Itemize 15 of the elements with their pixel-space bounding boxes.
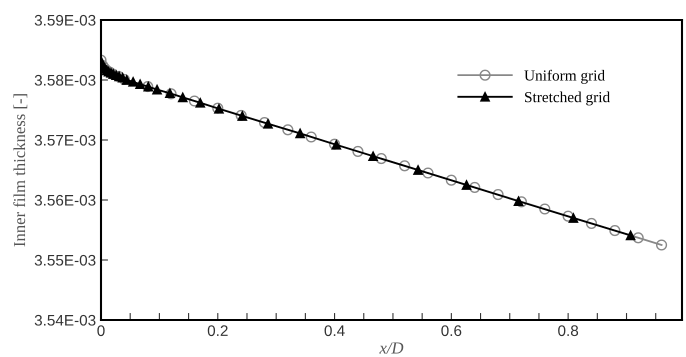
legend-label: Uniform grid — [524, 70, 605, 84]
x-tick-label: 0 — [97, 325, 105, 336]
y-tick-label: 3.57E-03 — [34, 134, 96, 146]
y-axis-title: Inner film thickness [-] — [13, 94, 28, 246]
x-tick-label: 0.4 — [324, 325, 345, 336]
x-axis-title: x/D — [379, 342, 404, 354]
y-tick-label: 3.55E-03 — [34, 254, 96, 266]
x-tick-label: 0.2 — [208, 325, 228, 336]
y-tick-label: 3.59E-03 — [34, 14, 96, 26]
legend-label: Stretched grid — [525, 92, 610, 106]
y-tick-label: 3.54E-03 — [34, 314, 96, 326]
y-tick-label: 3.56E-03 — [34, 194, 96, 206]
x-tick-label: 0.8 — [558, 325, 578, 336]
y-tick-label: 3.58E-03 — [34, 74, 96, 86]
x-tick-label: 0.6 — [441, 325, 462, 336]
